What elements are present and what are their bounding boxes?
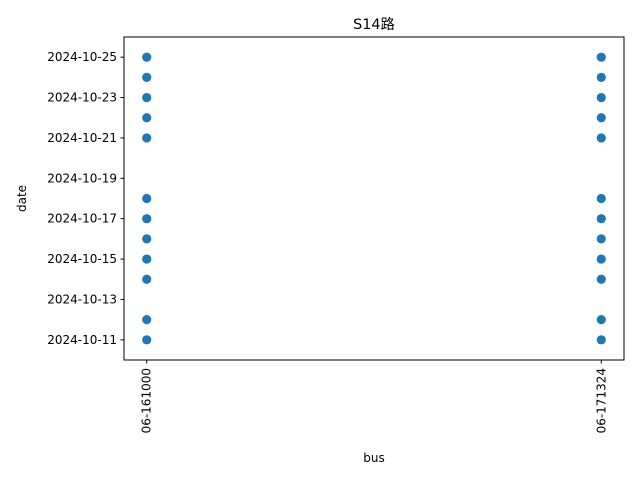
- y-tick-label: 2024-10-17: [47, 212, 117, 226]
- plot-area: [123, 36, 625, 361]
- data-point: [596, 214, 606, 224]
- data-point: [596, 315, 606, 325]
- x-axis-label: bus: [363, 451, 384, 465]
- data-point: [142, 92, 152, 103]
- y-tick-label: 2024-10-23: [47, 91, 117, 105]
- data-point: [142, 214, 152, 224]
- data-point: [596, 335, 606, 345]
- y-tick-label: 2024-10-15: [47, 252, 117, 266]
- data-point: [596, 234, 606, 244]
- data-point: [142, 335, 152, 345]
- data-point: [142, 315, 152, 325]
- data-point: [142, 133, 152, 143]
- data-point: [596, 193, 606, 204]
- data-point: [142, 274, 152, 284]
- data-point: [596, 113, 606, 123]
- data-point: [142, 234, 152, 244]
- y-axis-label: date: [15, 185, 29, 212]
- data-points: [142, 52, 606, 345]
- data-point: [596, 254, 606, 264]
- y-tick-label: 2024-10-11: [47, 333, 117, 347]
- data-point: [596, 72, 606, 82]
- y-tick-label: 2024-10-19: [47, 171, 117, 185]
- x-tick-label: 06-171324: [594, 368, 608, 433]
- chart-title: S14路: [353, 16, 395, 33]
- data-point: [596, 274, 606, 284]
- data-point: [142, 113, 152, 123]
- data-point: [596, 52, 606, 62]
- data-point: [142, 254, 152, 264]
- x-axis: 06-161000 06-171324: [140, 360, 608, 433]
- x-tick-label: 06-161000: [140, 368, 154, 433]
- data-point: [596, 92, 606, 103]
- data-point: [596, 133, 606, 143]
- y-axis: 2024-10-11 2024-10-13 2024-10-15 2024-10-17…: [47, 50, 124, 347]
- data-point: [142, 52, 152, 62]
- y-tick-label: 2024-10-21: [47, 131, 117, 145]
- data-point: [142, 193, 152, 204]
- y-tick-label: 2024-10-25: [47, 50, 117, 64]
- data-point: [142, 72, 152, 82]
- y-tick-label: 2024-10-13: [47, 292, 117, 306]
